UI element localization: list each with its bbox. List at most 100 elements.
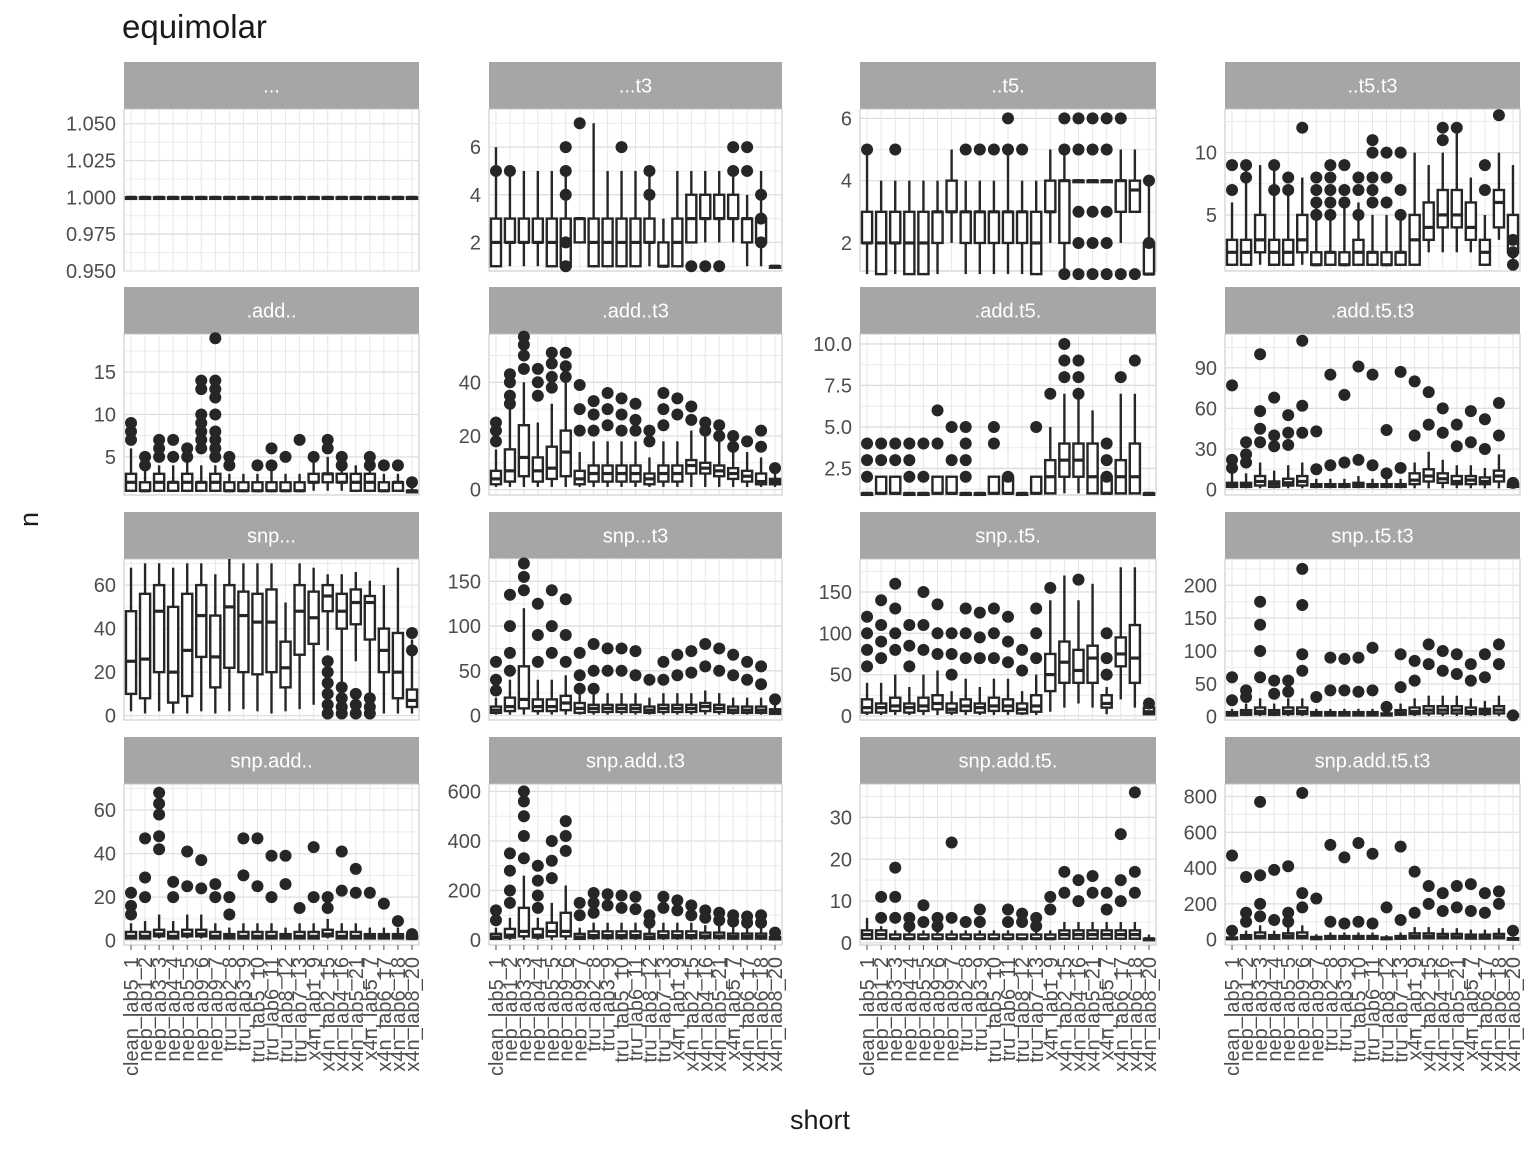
panel-15-strip: [860, 737, 1156, 784]
panel-11-outlier-point: [1100, 652, 1113, 665]
panel-4-outlier-point: [1380, 196, 1393, 209]
panel-16-ytick-label: 400: [1184, 858, 1217, 880]
panel-16-ytick-label: 600: [1184, 822, 1217, 844]
panel-11-box: [1114, 636, 1128, 668]
panel-15-ytick-label: 20: [830, 849, 852, 871]
panel-5-outlier-point: [223, 450, 236, 463]
panel-8-outlier-point: [1436, 402, 1449, 415]
panel-10-outlier-point: [713, 664, 726, 677]
panel-11-ytick-label: 100: [819, 623, 852, 645]
panel-13-outlier-point: [223, 908, 236, 921]
panel-9-box: [237, 590, 250, 674]
panel-8-outlier-point: [1492, 429, 1505, 442]
panel-6-outlier-point: [545, 381, 558, 394]
panel-7-box: [987, 475, 1001, 495]
panel-2-box: [643, 217, 656, 244]
panel-10-outlier-point: [587, 664, 600, 677]
panel-8-outlier-point: [1408, 375, 1421, 388]
panel-12-outlier-point: [1464, 674, 1477, 687]
panel-2-outlier-point: [643, 188, 656, 201]
panel-13-xtick-label: x4n_lab6_18: [388, 957, 410, 1072]
panel-14-outlier-point: [629, 890, 642, 903]
panel-4-box: [1253, 213, 1267, 254]
panel-14-outlier-point: [587, 896, 600, 909]
panel-11-outlier-point: [931, 598, 944, 611]
panel-10-outlier-point: [629, 669, 642, 682]
panel-6-outlier-point: [657, 403, 670, 416]
panel-4-box: [1338, 251, 1351, 266]
panel-14-outlier-point: [545, 872, 558, 885]
panel-13-outlier-point: [195, 854, 208, 867]
panel-13-outlier-point: [265, 849, 278, 862]
panel-12-outlier-point: [1296, 562, 1309, 575]
panel-11-outlier-point: [1030, 602, 1043, 615]
panel-13-outlier-point: [195, 882, 208, 895]
panel-6-outlier-point: [489, 435, 502, 448]
panel-14-xtick-label: neb_lab9_7: [570, 957, 592, 1062]
panel-5-outlier-point: [209, 332, 222, 345]
panel-15-ytick-label: 0: [841, 933, 852, 955]
panel-14-xtick-label: x4n_lab5_21: [709, 957, 731, 1072]
panel-9-box: [293, 583, 306, 656]
panel-13-outlier-point: [167, 891, 180, 904]
panel-2-outlier-point: [755, 188, 768, 201]
panel-12-outlier-point: [1282, 685, 1295, 698]
panel-13-xtick-label: x4n_lab6_17: [374, 957, 396, 1072]
panel-3-outlier-point: [1100, 268, 1113, 281]
panel-12-outlier-point: [1324, 651, 1337, 664]
panel-13-xtick-label: x4n_lab5_21: [346, 957, 368, 1072]
panel-14-outlier-point: [559, 830, 572, 843]
panel-5-outlier-point: [363, 459, 376, 472]
panel-2-outlier-point: [559, 164, 572, 177]
panel-5-outlier-point: [293, 433, 306, 446]
panel-10-outlier-point: [489, 684, 502, 697]
panel-4-box: [1464, 201, 1478, 242]
panel-7-outlier-point: [1058, 371, 1071, 384]
panel-4-box: [1436, 188, 1449, 229]
panel-8-outlier-point: [1380, 467, 1393, 480]
panel-16-outlier-point: [1422, 879, 1435, 892]
panel-7-ytick-label: 7.5: [824, 375, 852, 397]
panel-11-outlier-point: [959, 652, 972, 665]
panel-6-outlier-point: [615, 424, 628, 437]
panel-3-outlier-point: [861, 143, 874, 156]
panel-16-outlier-point: [1254, 910, 1267, 923]
panel-4-outlier-point: [1324, 159, 1337, 172]
panel-7-box: [1029, 475, 1043, 495]
panel-10-outlier-point: [727, 669, 740, 682]
panel-12-ytick-label: 0: [1206, 707, 1217, 729]
panel-12-strip-label: snp..t5.t3: [1331, 526, 1413, 548]
panel-14-outlier-point: [531, 901, 544, 914]
panel-11-strip: [860, 512, 1156, 559]
panel-13-outlier-point: [321, 902, 334, 915]
panel-13-outlier-point: [265, 891, 278, 904]
panel-4-outlier-point: [1338, 196, 1351, 209]
panel-13-outlier-point: [279, 849, 292, 862]
panel-5-outlier-point: [195, 433, 208, 446]
panel-6-outlier-point: [755, 440, 768, 453]
panel-14-outlier-point: [559, 815, 572, 828]
panel-15-outlier-point: [1044, 903, 1057, 916]
panel-7-outlier-point: [889, 454, 902, 467]
panel-12-ytick-label: 100: [1184, 641, 1217, 663]
panel-14-outlier-point: [727, 915, 740, 928]
panel-14-xtick-label: x4n_lab1_9: [667, 957, 689, 1060]
panel-8-outlier-point: [1464, 405, 1477, 418]
panel-14-xtick-label: tru_lab5_10: [612, 957, 634, 1063]
panel-4-outlier-point: [1226, 184, 1239, 196]
panel-14-outlier-point: [685, 909, 698, 922]
panel-4-outlier-point: [1450, 121, 1463, 134]
panel-13-ytick-label: 0: [105, 931, 116, 953]
panel-10-outlier-point: [727, 648, 740, 661]
panel-11-strip-label: snp..t5.: [975, 526, 1041, 548]
panel-8-outlier-point: [1422, 386, 1435, 399]
panel-16-xtick-label: neb_lab3_3: [1250, 957, 1272, 1062]
panel-2-strip: [489, 62, 782, 109]
panel-10-outlier-point: [713, 642, 726, 655]
panel-11-outlier-point: [1002, 635, 1014, 648]
panel-16-outlier-point: [1450, 901, 1463, 914]
panel-13-outlier-point: [167, 875, 180, 888]
panel-6-outlier-point: [587, 408, 600, 421]
panel-6-outlier-point: [671, 392, 684, 405]
panel-3-outlier-point: [1086, 143, 1099, 156]
